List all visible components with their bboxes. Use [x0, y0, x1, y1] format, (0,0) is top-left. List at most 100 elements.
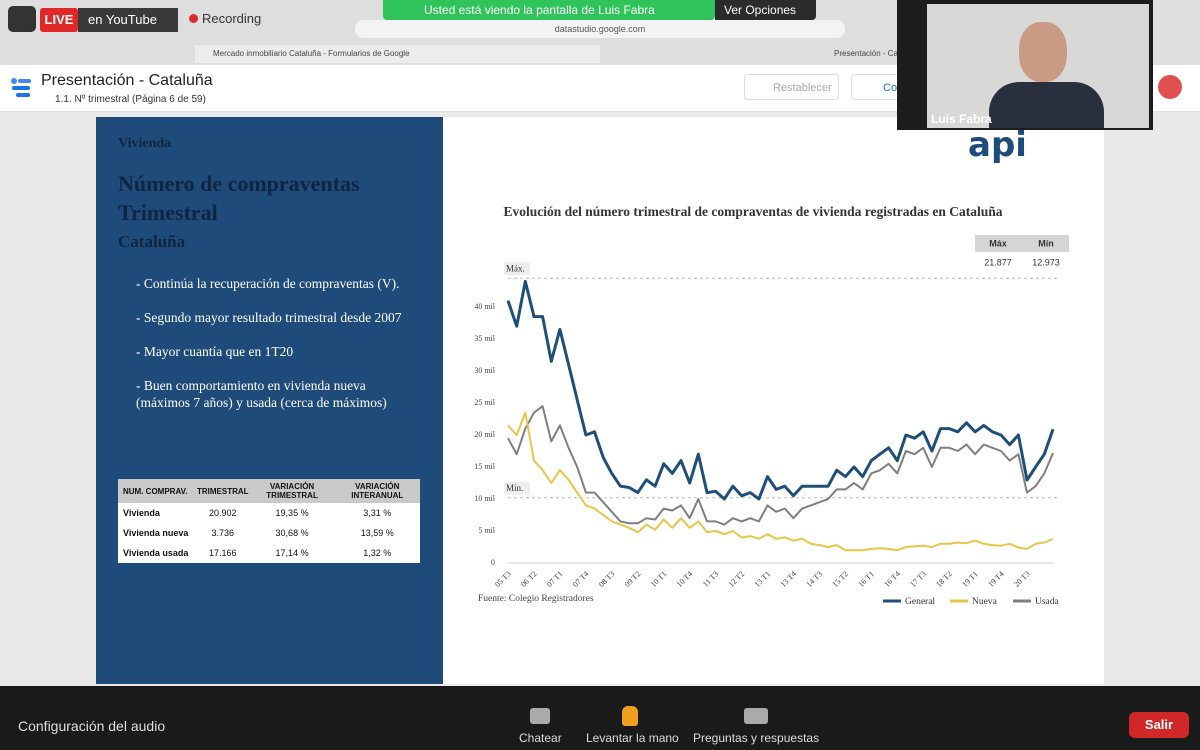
chart-title: Evolución del número trimestral de compr… — [504, 204, 1003, 219]
x-tick-label: 20 T3 — [1012, 569, 1032, 589]
youtube-button[interactable]: en YouTube — [78, 8, 178, 32]
y-tick-label: 15 mil — [474, 462, 495, 471]
video-tile: Luis Fabra — [897, 0, 1153, 130]
reference-label-bg — [504, 262, 530, 276]
table-row: Vivienda 20.902 19,35 % 3,31 % — [118, 503, 420, 523]
legend-label: Nueva — [972, 597, 998, 607]
table-body: Vivienda 20.902 19,35 % 3,31 % Vivienda nuev… — [118, 503, 420, 563]
toolbar: Configuración del audio Chatear Levantar… — [0, 686, 1200, 750]
section-label: Vivienda — [118, 136, 172, 151]
share-banner: Usted está viendo la pantalla de Luis Fa… — [383, 0, 715, 20]
bullet-list: - Continúa la recuperación de compravent… — [136, 275, 406, 411]
share-button[interactable]: Co — [851, 74, 901, 100]
y-tick-label: 10 mil — [474, 494, 495, 503]
raise-hand-button[interactable]: Levantar la mano — [586, 731, 679, 745]
summary-header-bg — [975, 235, 1069, 252]
bullet: - Mayor cuantía que en 1T20 — [136, 344, 294, 359]
reference-label-bg — [504, 481, 530, 495]
recording-dot — [189, 14, 198, 23]
browser-tab[interactable]: Presentación - Cata — [834, 49, 900, 58]
y-tick-label: 35 mil — [474, 334, 495, 343]
x-tick-label: 13 T1 — [753, 569, 773, 589]
table-cell: Vivienda nueva — [123, 528, 189, 538]
summary-header: Mín — [1038, 238, 1054, 248]
x-tick-label: 06 T2 — [519, 569, 539, 589]
table-cell: 19,35 % — [275, 508, 309, 518]
x-tick-label: 19 T1 — [960, 569, 980, 589]
y-tick-label: 5 mil — [478, 526, 495, 535]
url-bar[interactable]: datastudio.google.com — [355, 20, 845, 38]
chart: Evolución del número trimestral de compr… — [474, 204, 1069, 607]
y-tick-label: 40 mil — [474, 302, 495, 311]
series-line — [507, 405, 1054, 526]
legend-label: General — [905, 597, 935, 607]
header-cell[interactable]: VARIACIÓN INTERANUAL — [351, 482, 404, 500]
table-cell: 3.736 — [211, 528, 235, 538]
x-tick-label: 10 T1 — [649, 569, 669, 589]
table-cell: 17,14 % — [275, 548, 309, 558]
legend-label: Usada — [1035, 597, 1060, 607]
live-badge: LIVE — [40, 8, 78, 32]
x-tick-label: 13 T4 — [779, 569, 799, 589]
y-tick-label: 20 mil — [474, 430, 495, 439]
participant-name: Luis Fabra — [931, 112, 992, 126]
audio-settings[interactable]: Configuración del audio — [18, 718, 166, 734]
header-cell[interactable]: TRIMESTRAL — [197, 486, 249, 496]
chat-button[interactable]: Chatear — [519, 731, 562, 745]
qa-button[interactable]: Preguntas y respuestas — [693, 731, 820, 745]
reference-label: Máx. — [506, 263, 525, 273]
bullet: - Buen comportamiento en vivienda nueva … — [136, 378, 387, 410]
x-tick-label: 09 T2 — [623, 569, 643, 589]
view-options[interactable]: Ver Opciones — [715, 0, 816, 20]
series-line — [506, 279, 1055, 501]
y-tick-label: 25 mil — [474, 398, 495, 407]
app-logo — [10, 76, 32, 98]
security-icon[interactable] — [8, 6, 36, 32]
series-line — [507, 411, 1054, 552]
table-cell: 17.166 — [209, 548, 237, 558]
hand-icon — [622, 706, 638, 726]
x-tick-label: 19 T4 — [986, 569, 1006, 589]
table-cell: 20.902 — [209, 508, 237, 518]
summary-header: Máx — [989, 238, 1007, 248]
x-tick-label: 08 T3 — [597, 569, 617, 589]
bullet: - Segundo mayor resultado trimestral des… — [136, 310, 402, 325]
table-cell: 13,59 % — [360, 528, 394, 538]
video-feed — [927, 4, 1149, 128]
slide-panel: Vivienda Número de compraventas Trimestr… — [96, 117, 443, 684]
x-tick-label: 05 T3 — [493, 569, 513, 589]
table-row: Vivienda nueva 3.736 30,68 % 13,59 % — [118, 523, 420, 543]
table-cell: Vivienda usada — [123, 548, 189, 558]
summary-value: 12.973 — [1032, 257, 1060, 267]
reference-label: Mín. — [506, 483, 523, 493]
y-tick-label: 30 mil — [474, 366, 495, 375]
bullet: - Continúa la recuperación de compravent… — [136, 276, 400, 291]
chat-icon — [530, 708, 550, 724]
table-header: NUM. COMPRAV. TRIMESTRAL VARIACIÓN TRIME… — [118, 479, 420, 503]
recording-label: Recording — [202, 11, 262, 26]
header-cell[interactable]: NUM. COMPRAV. — [123, 486, 188, 496]
x-tick-label: 10 T4 — [675, 569, 695, 589]
chart-source: Fuente: Colegio Registradores — [478, 594, 594, 604]
table-cell: 3,31 % — [363, 508, 392, 518]
leave-button[interactable]: Salir — [1129, 712, 1189, 738]
x-tick-label: 16 T4 — [882, 569, 902, 589]
x-tick-label: 14 T3 — [804, 569, 824, 589]
page-indicator[interactable]: 1.1. Nº trimestral (Página 6 de 59) — [55, 94, 206, 105]
person-face — [1019, 22, 1067, 82]
slide-heading: Número de compraventas Trimestral — [118, 171, 360, 225]
x-tick-label: 07 T1 — [545, 569, 565, 589]
table-cell: 30,68 % — [275, 528, 309, 538]
x-tick-label: 12 T2 — [727, 569, 747, 589]
summary-value: 21.877 — [984, 257, 1012, 267]
reset-button[interactable]: Restablecer — [744, 74, 839, 100]
x-tick-label: 16 T1 — [856, 569, 876, 589]
qa-icon — [744, 708, 768, 724]
region-label: Cataluña — [118, 232, 186, 251]
header-cell[interactable]: VARIACIÓN TRIMESTRAL — [266, 482, 318, 500]
app-title: Presentación - Cataluña — [41, 72, 213, 89]
table-cell: 1,32 % — [363, 548, 392, 558]
avatar[interactable] — [1158, 75, 1182, 99]
browser-tab[interactable]: Mercado inmobiliario Cataluña - Formular… — [195, 45, 600, 63]
